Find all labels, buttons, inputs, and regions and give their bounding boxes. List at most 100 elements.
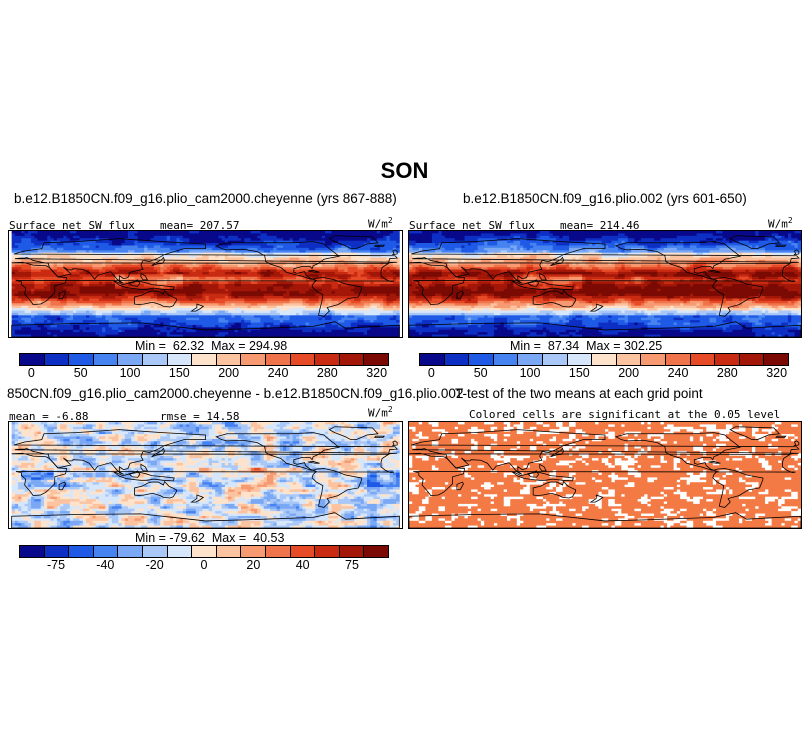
colorbar-tick-label: 20 <box>246 558 260 572</box>
colorbar-swatch <box>290 546 316 557</box>
colorbar-tick-label: 280 <box>717 366 738 380</box>
colorbar-swatch <box>592 354 617 365</box>
colorbar-tick-label: 0 <box>28 366 35 380</box>
colorbar-swatch <box>118 354 143 365</box>
colorbar-swatch <box>567 354 593 365</box>
colorbar-tick-label: 0 <box>201 558 208 572</box>
colorbar-swatch <box>241 354 266 365</box>
colorbar-swatch <box>142 546 168 557</box>
panel2-left-label: Surface net SW flux <box>409 219 535 232</box>
panel4-title: T-test of the two means at each grid poi… <box>455 386 703 401</box>
colorbar-swatch <box>665 354 691 365</box>
colorbar-swatch <box>118 546 143 557</box>
colorbar-swatch <box>364 354 388 365</box>
panel4-map <box>408 421 802 529</box>
panel1-map-field <box>11 231 400 337</box>
colorbar-tick-label: 240 <box>268 366 289 380</box>
panel2-colorbar <box>419 353 789 366</box>
colorbar-swatch <box>690 354 716 365</box>
panel3-map-field <box>11 422 400 528</box>
colorbar-swatch <box>216 546 242 557</box>
panel3-mean-label: mean = -6.88 <box>9 410 88 423</box>
coastlines <box>11 235 400 337</box>
panel3-colorbar-ticks: -75 -40 -20 0 20 40 75 <box>19 558 389 576</box>
colorbar-swatch <box>69 546 94 557</box>
colorbar-swatch <box>420 354 445 365</box>
map-field-cells <box>409 231 801 337</box>
colorbar-swatch <box>265 354 291 365</box>
panel1-minmax: Min = 62.32 Max = 294.98 <box>135 339 287 353</box>
colorbar-tick-label: -40 <box>96 558 114 572</box>
panel3-title: 850CN.f09_g16.plio_cam2000.cheyenne - b.… <box>7 386 463 401</box>
colorbar-tick-label: 75 <box>345 558 359 572</box>
panel2-minmax: Min = 87.34 Max = 302.25 <box>510 339 662 353</box>
colorbar-swatch <box>93 354 119 365</box>
colorbar-tick-label: 150 <box>169 366 190 380</box>
colorbar-tick-label: 100 <box>520 366 541 380</box>
colorbar-swatch <box>739 354 765 365</box>
colorbar-swatch <box>542 354 568 365</box>
colorbar-swatch <box>641 354 666 365</box>
colorbar-swatch <box>192 354 217 365</box>
colorbar-swatch <box>518 354 543 365</box>
panel2-units: W/m2 <box>768 216 793 231</box>
panel1-colorbar <box>19 353 389 366</box>
colorbar-swatch <box>44 354 70 365</box>
map-field-cells <box>11 422 400 528</box>
colorbar-swatch <box>715 354 740 365</box>
panel1-title: b.e12.B1850CN.f09_g16.plio_cam2000.cheye… <box>14 191 397 206</box>
colorbar-tick-label: 50 <box>74 366 88 380</box>
colorbar-tick-label: 0 <box>428 366 435 380</box>
colorbar-swatch <box>315 354 340 365</box>
panel1-left-label: Surface net SW flux <box>9 219 135 232</box>
panel4-subtitle: Colored cells are significant at the 0.0… <box>469 408 780 421</box>
colorbar-swatch <box>167 354 193 365</box>
colorbar-tick-label: 200 <box>618 366 639 380</box>
panel1-map <box>8 230 403 338</box>
colorbar-swatch <box>764 354 788 365</box>
panel2-mean-label: mean= 214.46 <box>560 219 639 232</box>
colorbar-swatch <box>315 546 340 557</box>
colorbar-swatch <box>265 546 291 557</box>
panel2-title: b.e12.B1850CN.f09_g16.plio.002 (yrs 601-… <box>463 191 747 206</box>
colorbar-swatch <box>44 546 70 557</box>
coastlines <box>409 235 801 337</box>
colorbar-swatch <box>444 354 470 365</box>
colorbar-swatch <box>469 354 494 365</box>
colorbar-swatch <box>216 354 242 365</box>
panel1-mean-label: mean= 207.57 <box>160 219 239 232</box>
colorbar-tick-label: 320 <box>766 366 787 380</box>
colorbar-tick-label: -20 <box>146 558 164 572</box>
colorbar-tick-label: 40 <box>296 558 310 572</box>
colorbar-tick-label: 150 <box>569 366 590 380</box>
panel2-map-field <box>409 231 801 337</box>
colorbar-swatch <box>364 546 388 557</box>
map-field-cells <box>409 422 801 528</box>
colorbar-tick-label: 50 <box>474 366 488 380</box>
panel1-units: W/m2 <box>368 216 393 231</box>
colorbar-swatch <box>69 354 94 365</box>
colorbar-swatch <box>339 546 365 557</box>
colorbar-swatch <box>93 546 119 557</box>
colorbar-tick-label: 320 <box>366 366 387 380</box>
colorbar-swatch <box>493 354 519 365</box>
colorbar-swatch <box>192 546 217 557</box>
panel2-colorbar-ticks: 0 50 100 150 200 240 280 320 <box>419 366 789 384</box>
colorbar-tick-label: -75 <box>47 558 65 572</box>
colorbar-swatch <box>241 546 266 557</box>
colorbar-swatch <box>142 354 168 365</box>
colorbar-swatch <box>339 354 365 365</box>
panel3-minmax: Min = -79.62 Max = 40.53 <box>135 531 284 545</box>
panel4-map-field <box>409 422 801 528</box>
colorbar-tick-label: 200 <box>218 366 239 380</box>
panel3-colorbar <box>19 545 389 558</box>
colorbar-swatch <box>290 354 316 365</box>
colorbar-swatch <box>20 354 45 365</box>
panel3-rmse-label: rmse = 14.58 <box>160 410 239 423</box>
colorbar-tick-label: 240 <box>668 366 689 380</box>
colorbar-tick-label: 280 <box>317 366 338 380</box>
map-field-cells <box>11 231 400 337</box>
colorbar-tick-label: 100 <box>120 366 141 380</box>
panel1-colorbar-ticks: 0 50 100 150 200 240 280 320 <box>19 366 389 384</box>
colorbar-swatch <box>20 546 45 557</box>
